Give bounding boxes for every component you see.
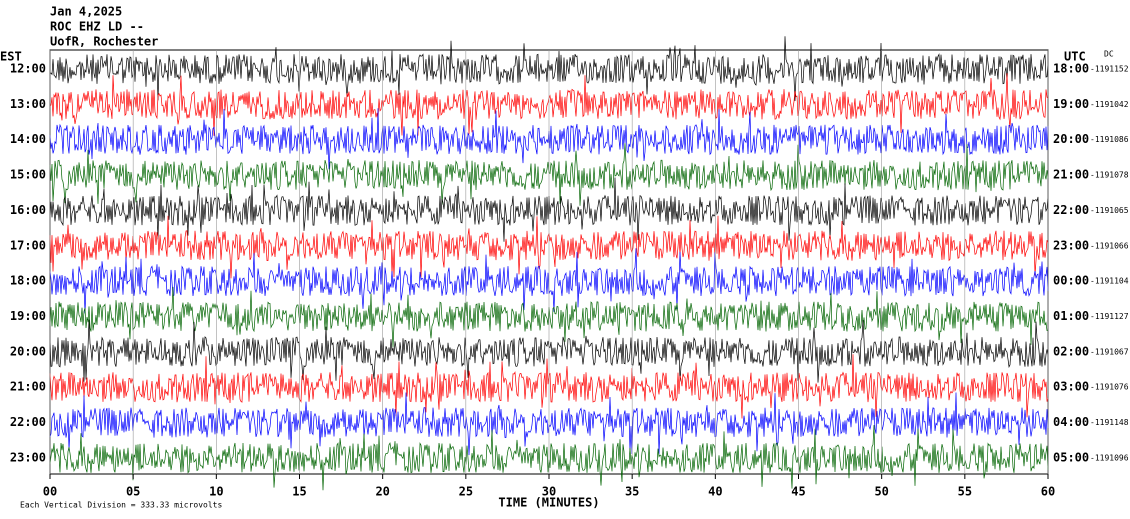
header-line: Jan 4,2025: [50, 5, 122, 19]
est-label: 21:00: [10, 380, 46, 394]
est-label: 16:00: [10, 203, 46, 217]
dc-value: -1191086: [1090, 135, 1129, 144]
right-header: UTC: [1064, 50, 1086, 64]
dc-value: -1191104: [1090, 277, 1129, 286]
dc-value: -1191152: [1090, 65, 1129, 74]
dc-value: -1191065: [1090, 206, 1129, 215]
x-tick-label: 10: [209, 485, 223, 499]
utc-label: 22:00: [1053, 203, 1089, 217]
utc-label: 19:00: [1053, 97, 1089, 111]
utc-label: 05:00: [1053, 450, 1089, 464]
utc-label: 23:00: [1053, 238, 1089, 252]
utc-label: 02:00: [1053, 344, 1089, 358]
dc-value: -1191096: [1090, 453, 1129, 462]
footnote: Each Vertical Division = 333.33 microvol…: [20, 501, 222, 510]
est-label: 13:00: [10, 97, 46, 111]
header-line: UofR, Rochester: [50, 35, 158, 49]
est-label: 20:00: [10, 344, 46, 358]
utc-label: 01:00: [1053, 309, 1089, 323]
x-tick-label: 50: [874, 485, 888, 499]
utc-label: 00:00: [1053, 274, 1089, 288]
header-line: ROC EHZ LD --: [50, 20, 144, 34]
dc-value: -1191076: [1090, 383, 1129, 392]
dc-value: -1191127: [1090, 312, 1129, 321]
x-tick-label: 60: [1041, 485, 1055, 499]
est-label: 17:00: [10, 238, 46, 252]
utc-label: 04:00: [1053, 415, 1089, 429]
dc-value: -1191067: [1090, 347, 1129, 356]
x-tick-label: 40: [708, 485, 722, 499]
est-label: 12:00: [10, 62, 46, 76]
x-tick-label: 05: [126, 485, 140, 499]
x-tick-label: 45: [791, 485, 805, 499]
est-label: 19:00: [10, 309, 46, 323]
utc-label: 18:00: [1053, 62, 1089, 76]
dc-header: DC: [1104, 50, 1114, 59]
x-tick-label: 25: [459, 485, 473, 499]
est-label: 18:00: [10, 274, 46, 288]
utc-label: 20:00: [1053, 132, 1089, 146]
left-header: EST: [0, 50, 22, 64]
x-tick-label: 00: [43, 485, 57, 499]
dc-value: -1191042: [1090, 100, 1129, 109]
est-label: 15:00: [10, 168, 46, 182]
est-label: 23:00: [10, 450, 46, 464]
x-tick-label: 20: [375, 485, 389, 499]
est-label: 14:00: [10, 132, 46, 146]
x-tick-label: 30: [542, 485, 556, 499]
x-tick-label: 55: [958, 485, 972, 499]
x-tick-label: 35: [625, 485, 639, 499]
est-label: 22:00: [10, 415, 46, 429]
x-tick-label: 15: [292, 485, 306, 499]
dc-value: -1191066: [1090, 241, 1129, 250]
dc-value: -1191148: [1090, 418, 1129, 427]
dc-value: -1191078: [1090, 171, 1129, 180]
x-axis-label: TIME (MINUTES): [498, 496, 599, 510]
utc-label: 03:00: [1053, 380, 1089, 394]
utc-label: 21:00: [1053, 168, 1089, 182]
